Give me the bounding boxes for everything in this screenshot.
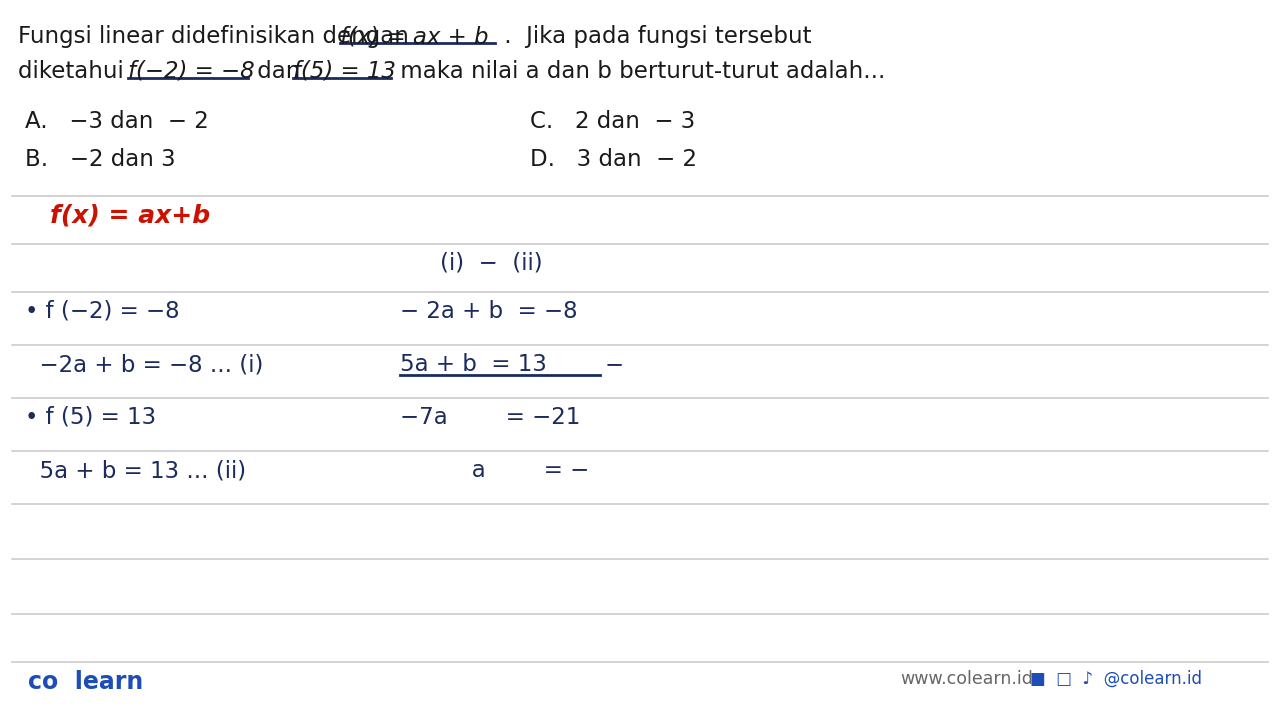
Text: f(x) = ax+b: f(x) = ax+b — [50, 204, 210, 228]
Text: f(−2) = −8: f(−2) = −8 — [128, 60, 255, 83]
Text: a        = −: a = − — [451, 459, 589, 482]
Text: −7a        = −21: −7a = −21 — [399, 406, 580, 429]
Text: C.   2 dan  − 3: C. 2 dan − 3 — [530, 110, 695, 133]
Text: − 2a + b  = −8: − 2a + b = −8 — [399, 300, 577, 323]
Text: diketahui: diketahui — [18, 60, 131, 83]
Text: • f (5) = 13: • f (5) = 13 — [26, 406, 156, 429]
Text: −: − — [605, 353, 625, 376]
Text: ■  □  ♪  @colearn.id: ■ □ ♪ @colearn.id — [1030, 670, 1202, 688]
Text: co  learn: co learn — [28, 670, 143, 694]
Text: −2a + b = −8 ... (i): −2a + b = −8 ... (i) — [26, 353, 264, 376]
Text: 5a + b  = 13: 5a + b = 13 — [399, 353, 547, 376]
Text: D.   3 dan  − 2: D. 3 dan − 2 — [530, 148, 698, 171]
Text: maka nilai a dan b berturut-turut adalah...: maka nilai a dan b berturut-turut adalah… — [393, 60, 886, 83]
Text: f(5) = 13: f(5) = 13 — [293, 60, 396, 83]
Text: f(x) = ax + b: f(x) = ax + b — [340, 25, 489, 48]
Text: B.   −2 dan 3: B. −2 dan 3 — [26, 148, 175, 171]
Text: • f (−2) = −8: • f (−2) = −8 — [26, 300, 179, 323]
Text: dan: dan — [250, 60, 307, 83]
Text: .  Jika pada fungsi tersebut: . Jika pada fungsi tersebut — [497, 25, 812, 48]
Text: www.colearn.id: www.colearn.id — [900, 670, 1033, 688]
Text: 5a + b = 13 ... (ii): 5a + b = 13 ... (ii) — [26, 459, 246, 482]
Text: (i)  −  (ii): (i) − (ii) — [440, 252, 543, 275]
Text: A.   −3 dan  − 2: A. −3 dan − 2 — [26, 110, 209, 133]
Text: Fungsi linear didefinisikan dengan: Fungsi linear didefinisikan dengan — [18, 25, 416, 48]
